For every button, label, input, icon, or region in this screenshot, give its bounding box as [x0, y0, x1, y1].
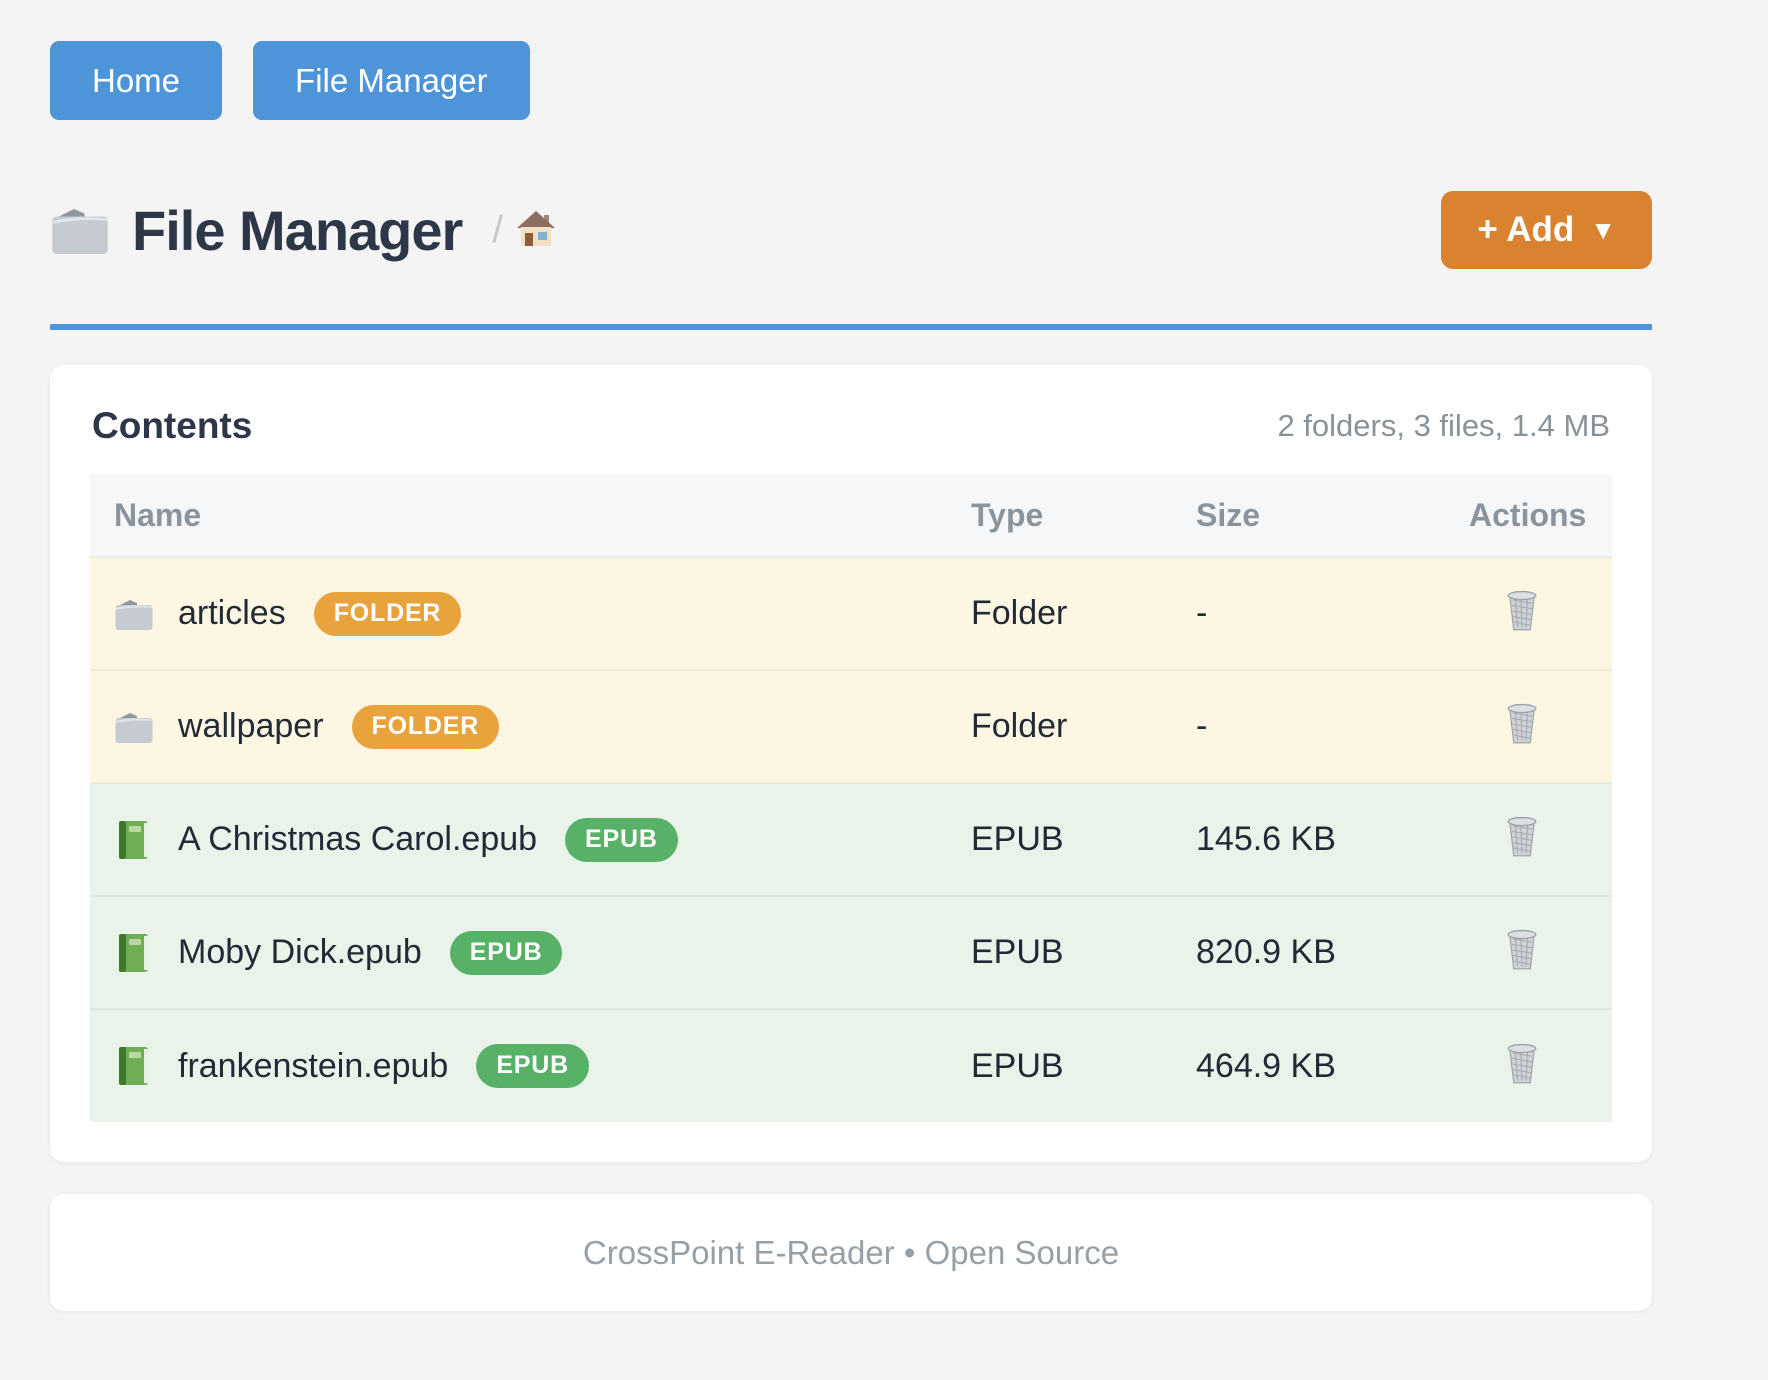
delete-button[interactable] — [1501, 925, 1543, 975]
file-size: 820.9 KB — [1172, 895, 1457, 1009]
file-type: EPUB — [947, 782, 1172, 896]
column-header-actions: Actions — [1457, 474, 1612, 557]
file-type: EPUB — [947, 895, 1172, 1009]
footer: CrossPoint E-Reader • Open Source — [50, 1194, 1652, 1311]
green-book-icon — [114, 820, 154, 860]
file-size: - — [1172, 556, 1457, 670]
table-row-articles[interactable]: articles FOLDER Folder - — [90, 556, 1612, 670]
table-row-wallpaper[interactable]: wallpaper FOLDER Folder - — [90, 669, 1612, 783]
type-badge: FOLDER — [351, 704, 500, 749]
page-title-text: File Manager — [132, 198, 463, 262]
breadcrumb-separator: / — [492, 208, 503, 251]
file-size: 145.6 KB — [1172, 782, 1457, 896]
chevron-down-icon: ▼ — [1590, 215, 1616, 245]
file-name: Moby Dick.epub — [178, 933, 422, 971]
green-book-icon — [114, 1046, 154, 1086]
file-type: Folder — [947, 556, 1172, 670]
file-size: 464.9 KB — [1172, 1008, 1457, 1122]
header-divider — [50, 324, 1652, 330]
top-nav: Home File Manager — [50, 41, 1652, 120]
file-name: articles — [178, 594, 286, 632]
column-header-size: Size — [1172, 474, 1457, 557]
delete-button[interactable] — [1501, 586, 1543, 636]
file-name: frankenstein.epub — [178, 1046, 449, 1085]
house-icon[interactable] — [515, 209, 557, 251]
table-header-row: Name Type Size Actions — [90, 474, 1612, 557]
trash-icon — [1505, 959, 1539, 974]
type-badge: EPUB — [449, 930, 563, 975]
delete-button[interactable] — [1501, 812, 1543, 862]
type-badge: EPUB — [476, 1044, 589, 1088]
file-size: - — [1172, 669, 1457, 783]
file-type: Folder — [947, 669, 1172, 783]
breadcrumb: / — [492, 209, 557, 252]
column-header-type: Type — [947, 474, 1172, 557]
trash-icon — [1505, 846, 1539, 861]
folder-icon — [114, 707, 154, 747]
table-row-a-christmas-carol[interactable]: A Christmas Carol.epub EPUB EPUB 145.6 K… — [90, 782, 1612, 896]
file-type: EPUB — [947, 1008, 1172, 1122]
page-header: File Manager / + Add ▼ — [50, 190, 1652, 270]
contents-header: Contents 2 folders, 3 files, 1.4 MB — [90, 405, 1612, 447]
page-title: File Manager / — [50, 198, 557, 263]
file-name: wallpaper — [178, 707, 324, 745]
folder-icon — [114, 594, 154, 634]
add-button-label: + Add — [1477, 210, 1575, 249]
green-book-icon — [114, 933, 154, 973]
table-row-frankenstein[interactable]: frankenstein.epub EPUB EPUB 464.9 KB — [90, 1008, 1612, 1122]
contents-card: Contents 2 folders, 3 files, 1.4 MB Name… — [50, 365, 1652, 1162]
trash-icon — [1505, 733, 1539, 748]
file-manager-page: Home File Manager File Manager / + Add ▼… — [50, 41, 1652, 1311]
nav-button-file-manager[interactable]: File Manager — [253, 41, 530, 120]
delete-button[interactable] — [1501, 1039, 1543, 1089]
column-header-name: Name — [90, 474, 947, 557]
type-badge: EPUB — [565, 817, 678, 862]
trash-icon — [1505, 620, 1539, 635]
contents-title: Contents — [92, 405, 253, 446]
trash-icon — [1505, 1073, 1539, 1088]
contents-summary: 2 folders, 3 files, 1.4 MB — [1277, 408, 1610, 443]
table-row-moby-dick[interactable]: Moby Dick.epub EPUB EPUB 820.9 KB — [90, 895, 1612, 1009]
file-table: Name Type Size Actions articles FOLDER F… — [90, 474, 1612, 1122]
file-name: A Christmas Carol.epub — [178, 820, 538, 858]
delete-button[interactable] — [1501, 699, 1543, 749]
folder-icon — [50, 204, 110, 256]
type-badge: FOLDER — [313, 591, 462, 636]
footer-text: CrossPoint E-Reader • Open Source — [582, 1233, 1120, 1271]
nav-button-home[interactable]: Home — [50, 41, 223, 120]
add-button[interactable]: + Add ▼ — [1441, 191, 1652, 269]
